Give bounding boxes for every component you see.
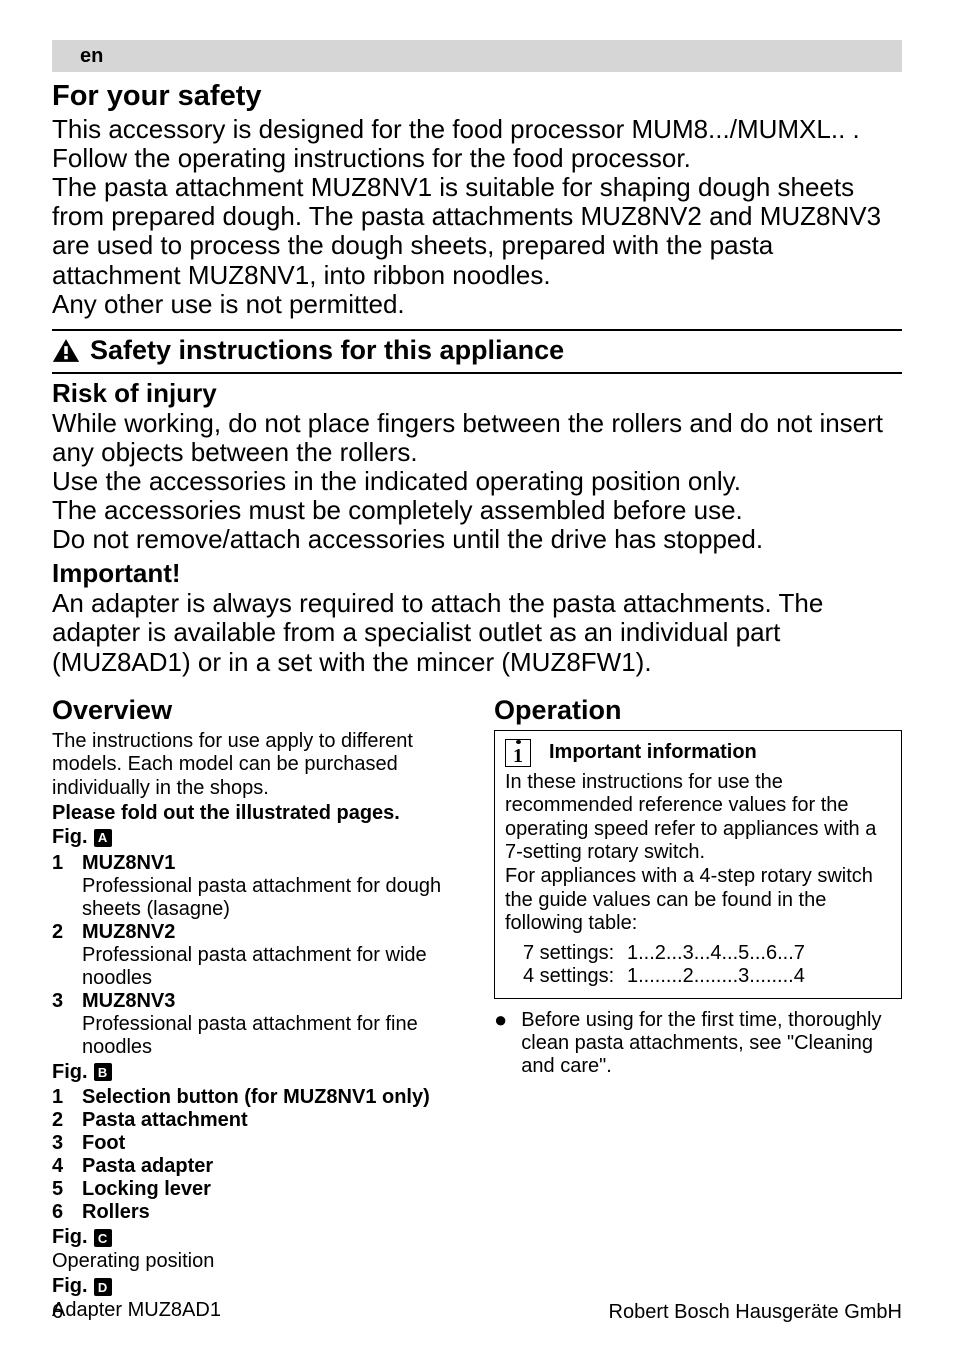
list-item: 1 MUZ8NV1Professional pasta attachment fo… xyxy=(52,852,460,921)
item-number: 2 xyxy=(52,921,68,990)
divider xyxy=(52,372,902,374)
fig-letter-a-icon: A xyxy=(94,829,112,847)
overview-heading: Overview xyxy=(52,695,460,726)
important-text: An adapter is always required to attach … xyxy=(52,589,902,676)
item-heading: MUZ8NV2 xyxy=(82,921,460,944)
list-item: ● Before using for the first time, thoro… xyxy=(494,1009,902,1078)
item-heading: MUZ8NV1 xyxy=(82,852,460,875)
fig-a-row: Fig. A xyxy=(52,826,460,850)
fig-c-row: Fig. C xyxy=(52,1226,460,1250)
settings-table: 7 settings: 1...2...3...4...5...6...7 4 … xyxy=(505,942,891,988)
list-item: 1 Selection button (for MUZ8NV1 only) xyxy=(52,1086,460,1109)
fig-label: Fig. xyxy=(52,1275,88,1299)
fig-label: Fig. xyxy=(52,1226,88,1250)
fig-letter-c-icon: C xyxy=(94,1229,112,1247)
item-number: 3 xyxy=(52,1132,68,1155)
fig-letter-d-icon: D xyxy=(94,1278,112,1296)
risk-of-injury-heading: Risk of injury xyxy=(52,378,902,409)
page: en For your safety This accessory is des… xyxy=(0,0,954,1352)
fig-b-row: Fig. B xyxy=(52,1061,460,1085)
footer-brand: Robert Bosch Hausgeräte GmbH xyxy=(609,1301,902,1324)
operation-column: Operation 1 Important information In the… xyxy=(494,695,902,1323)
item-number: 2 xyxy=(52,1109,68,1132)
fig-label: Fig. xyxy=(52,826,88,850)
divider xyxy=(52,329,902,331)
bullet-icon: ● xyxy=(494,1009,507,1078)
list-item: 4 Pasta adapter xyxy=(52,1155,460,1178)
risk-text: While working, do not place fingers betw… xyxy=(52,409,902,555)
language-bar: en xyxy=(52,40,902,72)
item-heading: Pasta attachment xyxy=(82,1109,460,1132)
heading-for-your-safety: For your safety xyxy=(52,80,902,113)
overview-column: Overview The instructions for use apply … xyxy=(52,695,460,1323)
settings-4-values: 1........2........3........4 xyxy=(627,965,805,988)
operation-heading: Operation xyxy=(494,695,902,726)
operation-bullets: ● Before using for the first time, thoro… xyxy=(494,1009,902,1078)
info-box-text: In these instructions for use the recomm… xyxy=(505,771,891,936)
list-item: 3 MUZ8NV3Professional pasta attachment fo… xyxy=(52,990,460,1059)
item-number: 5 xyxy=(52,1178,68,1201)
important-heading: Important! xyxy=(52,558,902,589)
fig-d-row: Fig. D xyxy=(52,1275,460,1299)
item-number: 1 xyxy=(52,852,68,921)
info-box-header: 1 Important information xyxy=(505,739,891,767)
page-footer: 6 Robert Bosch Hausgeräte GmbH xyxy=(52,1301,902,1324)
list-item: 6 Rollers xyxy=(52,1201,460,1224)
settings-4-label: 4 settings: xyxy=(523,965,627,988)
fold-out-note: Please fold out the illustrated pages. xyxy=(52,802,460,826)
info-icon: 1 xyxy=(505,739,531,767)
info-box-title: Important information xyxy=(549,741,757,764)
item-number: 3 xyxy=(52,990,68,1059)
item-description: Professional pasta attachment for fine n… xyxy=(82,1013,460,1059)
overview-intro: The instructions for use apply to differ… xyxy=(52,730,460,801)
item-number: 6 xyxy=(52,1201,68,1224)
item-heading: Selection button (for MUZ8NV1 only) xyxy=(82,1086,460,1109)
two-column-region: Overview The instructions for use apply … xyxy=(52,695,902,1323)
fig-c-text: Operating position xyxy=(52,1250,460,1274)
list-item: 2 MUZ8NV2Professional pasta attachment fo… xyxy=(52,921,460,990)
intro-paragraph: This accessory is designed for the food … xyxy=(52,115,902,319)
important-info-box: 1 Important information In these instruc… xyxy=(494,730,902,999)
settings-row-7: 7 settings: 1...2...3...4...5...6...7 xyxy=(523,942,891,965)
fig-letter-b-icon: B xyxy=(94,1063,112,1081)
item-heading: Foot xyxy=(82,1132,460,1155)
settings-7-label: 7 settings: xyxy=(523,942,627,965)
item-description: Professional pasta attachment for dough … xyxy=(82,875,460,921)
settings-row-4: 4 settings: 1........2........3........4 xyxy=(523,965,891,988)
item-heading: Pasta adapter xyxy=(82,1155,460,1178)
item-heading: Locking lever xyxy=(82,1178,460,1201)
bullet-text: Before using for the first time, thoroug… xyxy=(521,1009,902,1078)
item-number: 4 xyxy=(52,1155,68,1178)
fig-label: Fig. xyxy=(52,1061,88,1085)
item-heading: MUZ8NV3 xyxy=(82,990,460,1013)
safety-instructions-heading: Safety instructions for this appliance xyxy=(90,335,564,366)
language-code: en xyxy=(80,45,103,68)
page-number: 6 xyxy=(52,1301,63,1324)
list-item: 3 Foot xyxy=(52,1132,460,1155)
fig-a-list: 1MUZ8NV1Professional pasta attachment fo… xyxy=(52,852,460,1059)
list-item: 5 Locking lever xyxy=(52,1178,460,1201)
item-description: Professional pasta attachment for wide n… xyxy=(82,944,460,990)
item-heading: Rollers xyxy=(82,1201,460,1224)
warning-triangle-icon xyxy=(52,338,80,363)
fig-b-list: 1 Selection button (for MUZ8NV1 only) 2 Pas… xyxy=(52,1086,460,1224)
item-number: 1 xyxy=(52,1086,68,1109)
list-item: 2 Pasta attachment xyxy=(52,1109,460,1132)
settings-7-values: 1...2...3...4...5...6...7 xyxy=(627,942,805,965)
safety-instructions-heading-row: Safety instructions for this appliance xyxy=(52,335,902,366)
